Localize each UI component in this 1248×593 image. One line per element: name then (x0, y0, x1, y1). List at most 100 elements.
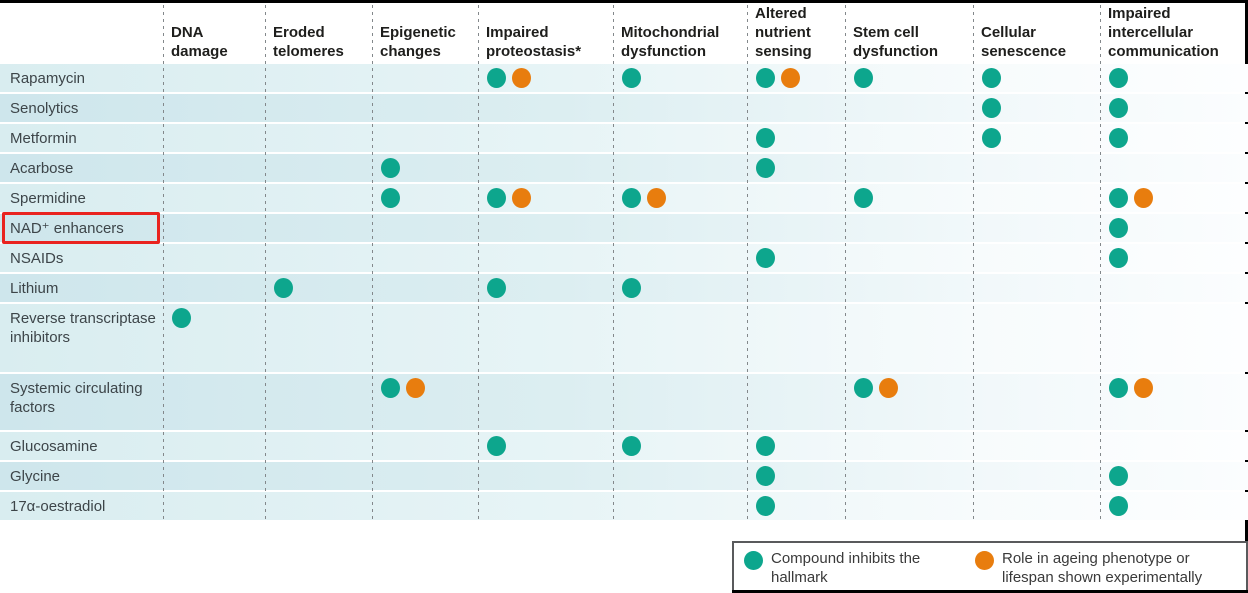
column-divider (372, 5, 373, 522)
row-label: NSAIDs (10, 249, 64, 267)
cell-metformin--impaired-intercellular-communication (1100, 124, 1248, 152)
cell-metformin--eroded-telomeres (265, 124, 372, 152)
experimental-role-dot (1134, 188, 1153, 208)
inhibits-hallmark-dot (756, 128, 775, 148)
inhibits-hallmark-dot (1109, 128, 1128, 148)
cell-reverse-transcriptase-inhibitors--mitochondrial-dysfunction (613, 304, 747, 372)
cell-nad-enhancers--mitochondrial-dysfunction (613, 214, 747, 242)
experimental-role-dot (406, 378, 425, 398)
inhibits-hallmark-dot (854, 188, 873, 208)
cell-nad-enhancers--altered-nutrient-sensing (747, 214, 845, 242)
legend: Compound inhibits the hallmark Role in a… (732, 541, 1248, 593)
cell-acarbose--mitochondrial-dysfunction (613, 154, 747, 182)
inhibits-hallmark-dot (622, 436, 641, 456)
inhibits-hallmark-dot (854, 68, 873, 88)
cell-rapamycin--impaired-proteostasis (478, 64, 613, 92)
cell-metformin--dna-damage (163, 124, 265, 152)
row-rapamycin: Rapamycin (0, 64, 1248, 92)
row-glucosamine: Glucosamine (0, 432, 1248, 460)
cell-reverse-transcriptase-inhibitors--impaired-intercellular-communication (1100, 304, 1248, 372)
cell-17-oestradiol--epigenetic-changes (372, 492, 478, 520)
cell-nad-enhancers--impaired-intercellular-communication (1100, 214, 1248, 242)
experimental-role-dot (512, 68, 531, 88)
cell-glucosamine--eroded-telomeres (265, 432, 372, 460)
row-reverse-transcriptase-inhibitors: Reverse transcriptase inhibitors (0, 304, 1248, 372)
cell-acarbose--stem-cell-dysfunction (845, 154, 973, 182)
cell-glycine--impaired-proteostasis (478, 462, 613, 490)
cell-rapamycin--mitochondrial-dysfunction (613, 64, 747, 92)
row-label: Systemic circulating factors (10, 380, 143, 416)
cell-acarbose--altered-nutrient-sensing (747, 154, 845, 182)
cell-senolytics--epigenetic-changes (372, 94, 478, 122)
cell-reverse-transcriptase-inhibitors--impaired-proteostasis (478, 304, 613, 372)
cell-metformin--impaired-proteostasis (478, 124, 613, 152)
column-header-stem-cell-dysfunction: Stem cell dysfunction (845, 3, 973, 64)
legend-label-inhibits: Compound inhibits the hallmark (771, 550, 921, 586)
row-lithium: Lithium (0, 274, 1248, 302)
column-header-label: Altered nutrient sensing (755, 5, 812, 60)
inhibits-hallmark-dot (172, 308, 191, 328)
cell-metformin--altered-nutrient-sensing (747, 124, 845, 152)
column-header-label: Stem cell dysfunction (853, 24, 938, 60)
cell-nad-enhancers--stem-cell-dysfunction (845, 214, 973, 242)
experimental-role-dot (879, 378, 898, 398)
cell-spermidine--cellular-senescence (973, 184, 1100, 212)
row-label-cell: Rapamycin (0, 64, 163, 92)
cell-rapamycin--eroded-telomeres (265, 64, 372, 92)
cell-17-oestradiol--dna-damage (163, 492, 265, 520)
cell-metformin--mitochondrial-dysfunction (613, 124, 747, 152)
cell-senolytics--altered-nutrient-sensing (747, 94, 845, 122)
row-nad-enhancers: NAD⁺ enhancers (0, 212, 1248, 244)
row-label-cell: Metformin (0, 124, 163, 152)
cell-reverse-transcriptase-inhibitors--epigenetic-changes (372, 304, 478, 372)
row-label-cell: NAD⁺ enhancers (0, 212, 163, 244)
cell-rapamycin--impaired-intercellular-communication (1100, 64, 1248, 92)
cell-17-oestradiol--altered-nutrient-sensing (747, 492, 845, 520)
row-label-cell: Glucosamine (0, 432, 163, 460)
figure-top-border (0, 0, 1248, 3)
column-header-label: Impaired proteostasis* (486, 24, 582, 60)
column-divider (845, 5, 846, 522)
cell-rapamycin--stem-cell-dysfunction (845, 64, 973, 92)
cell-glucosamine--mitochondrial-dysfunction (613, 432, 747, 460)
cell-systemic-circulating-factors--epigenetic-changes (372, 374, 478, 430)
column-header-cellular-senescence: Cellular senescence (973, 3, 1100, 64)
compound-hallmark-matrix: DNA damage Eroded telomeres Epigenetic cha… (0, 3, 1248, 522)
cell-glucosamine--impaired-intercellular-communication (1100, 432, 1248, 460)
cell-17-oestradiol--impaired-proteostasis (478, 492, 613, 520)
column-header-impaired-proteostasis: Impaired proteostasis* (478, 3, 613, 64)
column-header-label: Eroded telomeres (273, 24, 344, 60)
cell-nad-enhancers--cellular-senescence (973, 214, 1100, 242)
inhibits-hallmark-dot (756, 158, 775, 178)
matrix-rows: Rapamycin Senolytics Metformin Acarbose Sper… (0, 64, 1248, 520)
inhibits-hallmark-dot (756, 496, 775, 516)
cell-reverse-transcriptase-inhibitors--eroded-telomeres (265, 304, 372, 372)
cell-metformin--cellular-senescence (973, 124, 1100, 152)
cell-nad-enhancers--dna-damage (163, 214, 265, 242)
row-label-cell: Reverse transcriptase inhibitors (0, 304, 163, 372)
cell-spermidine--epigenetic-changes (372, 184, 478, 212)
cell-glycine--epigenetic-changes (372, 462, 478, 490)
cell-lithium--dna-damage (163, 274, 265, 302)
cell-17-oestradiol--mitochondrial-dysfunction (613, 492, 747, 520)
cell-nad-enhancers--epigenetic-changes (372, 214, 478, 242)
column-divider (973, 5, 974, 522)
row-label: Glycine (10, 467, 61, 485)
cell-spermidine--stem-cell-dysfunction (845, 184, 973, 212)
column-header-impaired-intercellular-communication: Impaired intercellular communication (1100, 3, 1248, 64)
row-label-cell: 17α-oestradiol (0, 492, 163, 520)
legend-item-inhibits: Compound inhibits the hallmark (744, 549, 939, 587)
row-glycine: Glycine (0, 462, 1248, 490)
cell-lithium--eroded-telomeres (265, 274, 372, 302)
cell-glucosamine--altered-nutrient-sensing (747, 432, 845, 460)
inhibits-hallmark-dot (1109, 248, 1128, 268)
cell-systemic-circulating-factors--eroded-telomeres (265, 374, 372, 430)
inhibits-hallmark-dot (381, 188, 400, 208)
row-label: Metformin (10, 129, 77, 147)
column-header-label: Cellular senescence (981, 24, 1067, 60)
cell-lithium--altered-nutrient-sensing (747, 274, 845, 302)
inhibits-hallmark-dot (756, 248, 775, 268)
column-header-eroded-telomeres: Eroded telomeres (265, 3, 372, 64)
inhibits-hallmark-dot (622, 278, 641, 298)
legend-item-experimental: Role in ageing phenotype or lifespan sho… (975, 549, 1240, 587)
